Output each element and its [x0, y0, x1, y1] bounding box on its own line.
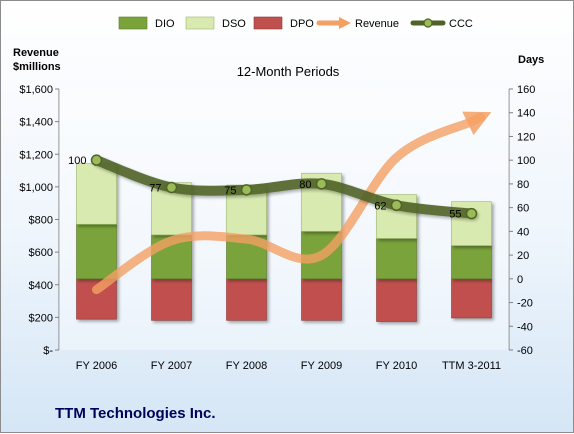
right-tick-label: 40: [517, 226, 529, 238]
ccc-point: [90, 154, 103, 166]
right-tick-label: 160: [517, 84, 535, 96]
right-tick-label: -40: [517, 321, 533, 333]
left-axis-title-line-1: Revenue: [13, 47, 59, 59]
ccc-data-label: 77: [149, 182, 161, 194]
legend-swatch-revenue-head: [339, 17, 351, 29]
revenue-line: [92, 112, 486, 295]
ccc-data-label: 55: [449, 209, 461, 221]
legend-label-dso: DSO: [222, 18, 246, 30]
legend-swatch-dso: [185, 16, 215, 30]
x-tick-label: TTM 3-2011: [442, 360, 501, 372]
left-tick-label: $1,400: [19, 117, 53, 129]
legend: DIO DSO DPO Revenue CCC: [118, 16, 473, 30]
left-tick-label: $1,600: [19, 84, 53, 96]
bar-dio: [451, 245, 492, 280]
right-tick-label: -60: [517, 345, 533, 357]
x-tick-label: FY 2009: [301, 360, 342, 372]
right-tick-label: 60: [517, 203, 529, 215]
ccc-line: [91, 155, 477, 219]
right-tick-label: 0: [517, 274, 523, 286]
ccc-data-label: 62: [374, 200, 386, 212]
bar-dso: [76, 163, 117, 225]
right-tick-label: 80: [517, 179, 529, 191]
bar-dpo: [451, 278, 492, 319]
legend-swatch-ccc-dot: [423, 18, 433, 28]
left-tick-label: $1,200: [19, 149, 53, 161]
right-tick-label: -20: [517, 298, 533, 310]
legend-label-dio: DIO: [155, 18, 175, 30]
legend-label-ccc: CCC: [449, 18, 473, 30]
x-tick-label: FY 2007: [151, 360, 192, 372]
x-axis: FY 2006 FY 2007 FY 2008 FY 2009 FY 2010 TTM 3…: [76, 360, 501, 372]
x-tick-label: FY 2006: [76, 360, 117, 372]
left-tick-label: $800: [29, 215, 53, 227]
bar-dpo: [376, 278, 417, 322]
legend-swatch-dpo: [253, 16, 283, 30]
x-tick-label: FY 2008: [226, 360, 267, 372]
right-axis-title: Days: [518, 54, 544, 66]
left-tick-label: $1,000: [19, 182, 53, 194]
ccc-point: [240, 184, 253, 196]
bar-dpo: [151, 278, 192, 321]
right-tick-label: 140: [517, 108, 535, 120]
bar-dpo: [301, 278, 342, 321]
legend-label-revenue: Revenue: [355, 18, 399, 30]
left-tick-label: $200: [29, 312, 53, 324]
ccc-data-label: 100: [68, 155, 86, 167]
chart-subtitle: 12-Month Periods: [237, 64, 340, 79]
right-axis: -60 -40 -20 0 20 40 60 80 100 120 140 160: [508, 84, 535, 357]
ccc-data-label: 80: [299, 179, 311, 191]
ccc-data-label: 75: [224, 185, 236, 197]
right-tick-label: 100: [517, 155, 535, 167]
bar-dio: [376, 238, 417, 280]
legend-label-dpo: DPO: [290, 18, 314, 30]
legend-swatch-dio: [118, 16, 148, 30]
bar-dio: [76, 223, 117, 280]
right-tick-label: 120: [517, 131, 535, 143]
lines: 100 77 75 80 62 55: [68, 111, 492, 295]
bar-dpo: [226, 278, 267, 321]
revenue-arrowhead: [462, 111, 492, 136]
left-tick-label: $400: [29, 280, 53, 292]
x-tick-label: FY 2010: [376, 360, 417, 372]
left-tick-label: $-: [43, 345, 53, 357]
left-tick-label: $600: [29, 247, 53, 259]
right-tick-label: 20: [517, 250, 529, 262]
ccc-point: [165, 181, 178, 194]
ccc-point: [465, 207, 478, 220]
ccc-point: [390, 199, 403, 212]
left-axis-title-line-2: $millions: [13, 61, 61, 73]
left-axis: $- $200 $400 $600 $800 $1,000 $1,200 $1,400 $1,6…: [19, 84, 60, 357]
ccc-point: [315, 178, 328, 190]
company-name: TTM Technologies Inc.: [55, 405, 216, 422]
